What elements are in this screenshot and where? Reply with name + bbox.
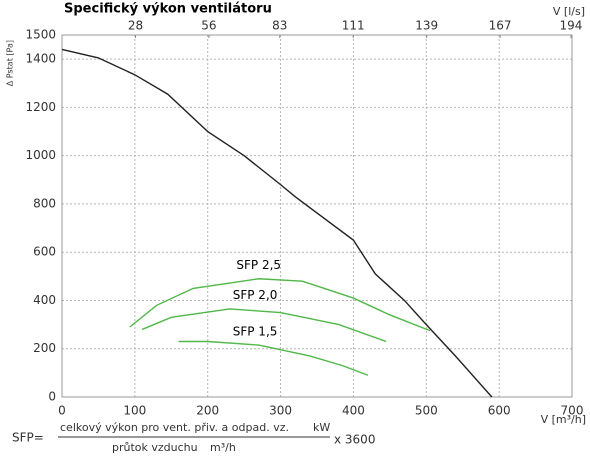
x2-tick-label: 139 [415,19,438,33]
x2-tick-label: 111 [342,19,365,33]
y-tick-label: 800 [33,196,56,210]
x2-tick-label: 56 [201,19,216,33]
formula-denominator: průtok vzduchu [112,441,198,454]
y-tick-label: 1500 [25,28,56,42]
y-tick-label: 0 [48,390,56,404]
series-label: SFP 2,5 [236,258,281,272]
y-tick-label: 600 [33,245,56,259]
series-line [141,308,387,343]
series-line [129,278,431,332]
y-tick-label: 1200 [25,100,56,114]
series-label: SFP 2,0 [233,288,278,302]
chart-title: Specifický výkon ventilátoru [64,2,272,17]
series-line [61,48,493,398]
x-tick-label: 400 [342,404,365,418]
formula-numerator-unit: kW [313,421,330,434]
x2-tick-label: 28 [128,19,143,33]
x-tick-label: 200 [196,404,219,418]
x-tick-label: 0 [58,404,66,418]
x-tick-label: 600 [488,404,511,418]
x-tick-label: 100 [123,404,146,418]
formula-lhs: SFP= [12,431,44,445]
formula-denominator-unit: m³/h [210,441,236,454]
x2-tick-label: 83 [272,19,287,33]
plot-frame [61,34,573,398]
y-axis-label: Δ Pstat [Pa] [6,40,15,86]
formula-factor: x 3600 [334,433,375,447]
formula: SFP= celkový výkon pro vent. přiv. a odp… [12,421,375,454]
series-label: SFP 1,5 [233,324,278,338]
series-line [178,340,369,376]
x2-axis-label: V [l/s] [553,5,585,18]
y-tick-label: 1000 [25,148,56,162]
x-axis-label: V [m³/h] [541,413,586,426]
formula-numerator: celkový výkon pro vent. přiv. a odpad. v… [60,421,289,434]
y-tick-label: 1400 [25,52,56,66]
x2-tick-label: 167 [489,19,512,33]
y-tick-label: 400 [33,293,56,307]
x-tick-label: 500 [415,404,438,418]
x-tick-label: 700 [561,404,584,418]
y-tick-label: 200 [33,341,56,355]
x2-tick-label: 194 [559,19,582,33]
x-tick-label: 300 [269,404,292,418]
